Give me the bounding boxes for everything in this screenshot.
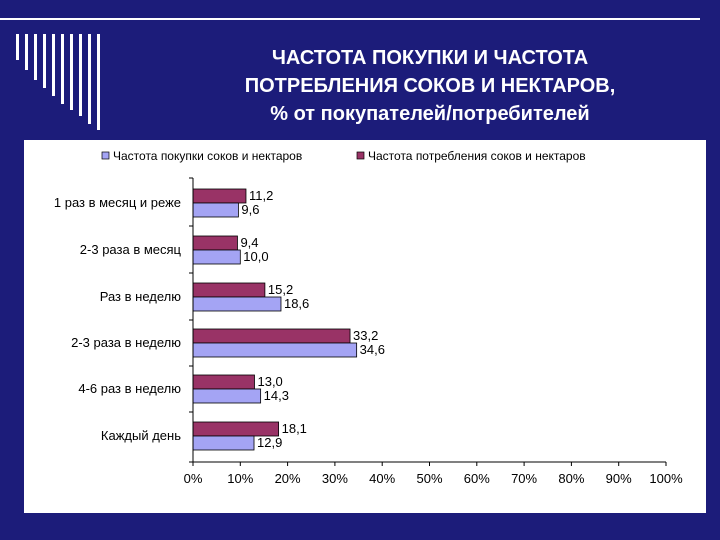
title-line-2: ПОТРЕБЛЕНИЯ СОКОВ И НЕКТАРОВ,	[244, 75, 616, 97]
category-label: Каждый день	[101, 428, 181, 443]
x-tick-label: 80%	[558, 471, 584, 486]
data-label: 10,0	[243, 249, 268, 264]
x-tick-label: 50%	[416, 471, 442, 486]
bar	[192, 202, 239, 218]
bar-chart: Частота покупки соков и нектаров Частота …	[54, 149, 683, 486]
data-label: 15,2	[268, 282, 293, 297]
legend: Частота покупки соков и нектаров Частота …	[101, 149, 586, 163]
data-label: 34,6	[360, 342, 385, 357]
stripe	[43, 34, 46, 88]
data-label: 11,2	[249, 188, 273, 203]
bar	[192, 435, 255, 451]
bars: 11,29,6 9,410,0 15,218,6 33,234,6 13,014,3 18…	[192, 188, 385, 451]
bar	[192, 421, 280, 437]
legend-label: Частота покупки соков и нектаров	[113, 149, 302, 163]
x-tick-label: 40%	[369, 471, 395, 486]
category-labels: 1 раз в месяц и реже 2-3 раза в месяц Раз …	[54, 195, 182, 443]
data-label: 12,9	[257, 435, 282, 450]
title-line-1: ЧАСТОТА ПОКУПКИ И ЧАСТОТА	[271, 47, 589, 69]
axes: 0% 10% 20% 30% 40% 50% 60% 70% 80% 90% 100%	[184, 177, 683, 486]
data-label: 18,6	[284, 296, 309, 311]
slide-title: ЧАСТОТА ПОКУПКИ И ЧАСТОТА ПОТРЕБЛЕНИЯ СО…	[150, 44, 710, 128]
bar	[192, 249, 241, 265]
category-label: 4-6 раз в неделю	[78, 381, 181, 396]
stripe	[97, 34, 100, 130]
stripe	[25, 34, 28, 70]
x-tick-label: 70%	[511, 471, 537, 486]
legend-swatch	[356, 151, 365, 160]
bar	[192, 188, 247, 204]
bar	[192, 374, 255, 390]
bar	[192, 235, 238, 251]
stripe	[61, 34, 64, 104]
x-tick-label: 10%	[227, 471, 253, 486]
bar	[192, 388, 262, 404]
stripe	[79, 34, 82, 116]
bar	[192, 296, 282, 312]
data-label: 9,4	[240, 235, 258, 250]
x-tick-label: 100%	[649, 471, 683, 486]
x-tick-label: 0%	[184, 471, 203, 486]
stripe	[88, 34, 91, 124]
data-label: 33,2	[353, 328, 378, 343]
stripe	[52, 34, 55, 96]
category-label: 2-3 раза в месяц	[80, 242, 182, 257]
stripe	[34, 34, 37, 80]
data-label: 13,0	[257, 374, 282, 389]
x-tick-label: 30%	[322, 471, 348, 486]
title-line-3: % от покупателей/потребителей	[270, 103, 590, 125]
category-label: 2-3 раза в неделю	[71, 335, 181, 350]
legend-swatch	[101, 151, 110, 160]
legend-label: Частота потребления соков и нектаров	[368, 149, 586, 163]
bar	[192, 342, 358, 358]
x-tick-label: 60%	[464, 471, 490, 486]
bar	[192, 328, 351, 344]
category-label: Раз в неделю	[100, 289, 182, 304]
stripe	[70, 34, 73, 110]
bar	[192, 282, 266, 298]
data-label: 18,1	[282, 421, 307, 436]
category-label: 1 раз в месяц и реже	[54, 195, 181, 210]
data-label: 14,3	[264, 388, 289, 403]
x-tick-label: 90%	[606, 471, 632, 486]
stripe	[16, 34, 19, 60]
x-tick-label: 20%	[275, 471, 301, 486]
top-rule	[0, 18, 700, 20]
chart-panel: Частота покупки соков и нектаров Частота …	[24, 140, 706, 513]
data-label: 9,6	[241, 202, 259, 217]
